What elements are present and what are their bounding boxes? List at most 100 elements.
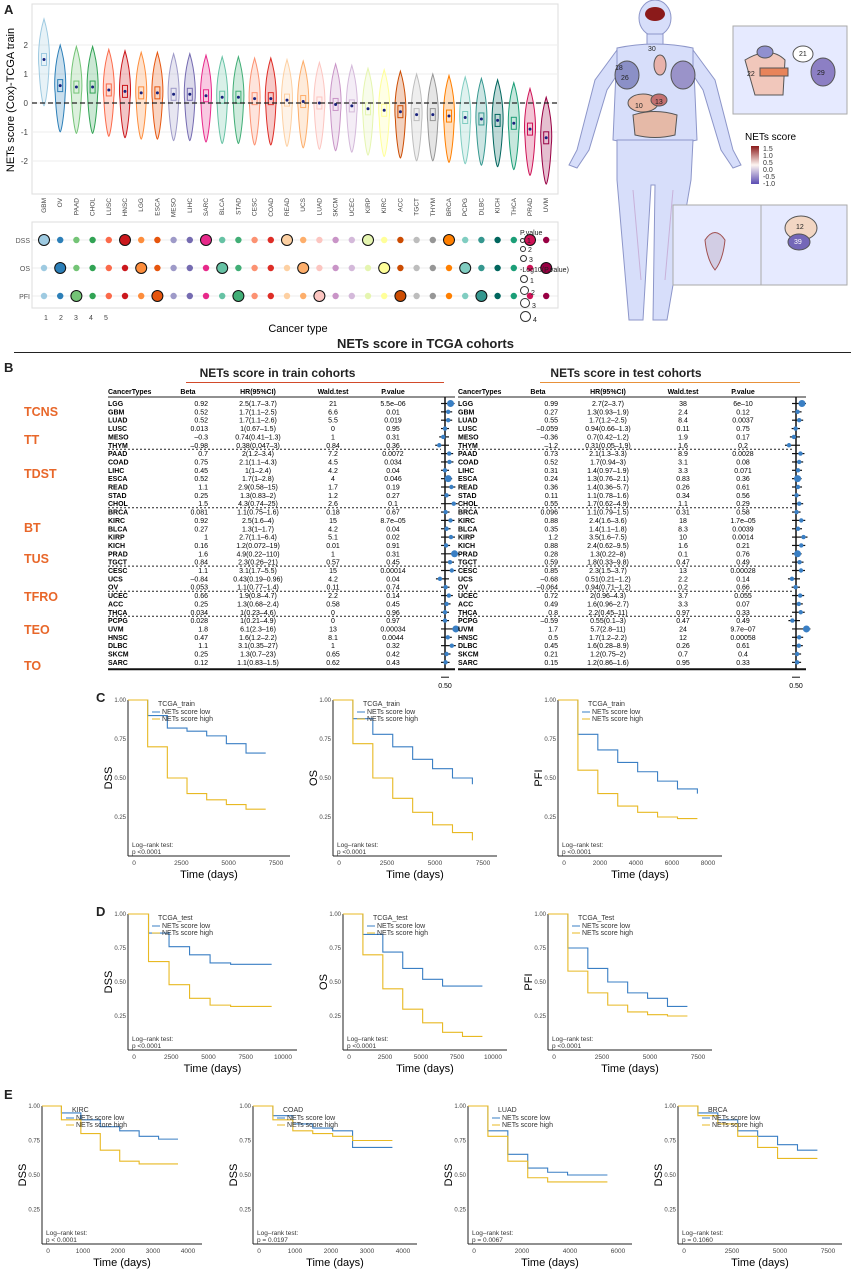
table-cell: 0.36 (544, 485, 558, 492)
category-label: TUS (24, 552, 49, 566)
km-test-label: Log–rank test: (132, 842, 173, 849)
km-x-tick: 10000 (484, 1054, 502, 1061)
table-cell: 1.1 (198, 485, 208, 492)
km-y-tick: 0.50 (329, 980, 341, 986)
table-cell: 0.47 (194, 635, 208, 642)
km-x-tick: 0 (46, 1248, 50, 1255)
dot-paad-pfi (70, 290, 83, 302)
dot-uvm-pfi (543, 292, 550, 300)
table-cell: 4.9(0.22–110) (236, 551, 279, 558)
dot-kirp-pfi (364, 292, 372, 300)
x-tick-label: LIHC (187, 198, 194, 213)
km-y-tick: 1.00 (239, 1104, 251, 1110)
median-dot-lgg (139, 91, 143, 95)
violin-paad (70, 44, 83, 134)
x-tick-label: KIRP (365, 198, 372, 213)
violin-coad (264, 56, 277, 146)
x-tick-label: BRCA (446, 197, 453, 216)
km-curve-low (558, 699, 698, 794)
table-cell: 1(0.21–4.9) (240, 618, 276, 625)
dot-coad-pfi (267, 292, 274, 300)
x-tick-label: PAAD (73, 198, 80, 216)
x-tick-label: UCS (300, 197, 307, 211)
km-x-label: Time (days) (386, 869, 444, 881)
body-number: 26 (621, 75, 629, 82)
table-cell: 1.6(1.2–2.2) (239, 635, 277, 642)
y-tick-label: -1 (21, 128, 29, 137)
table-cell: 3.3 (678, 468, 688, 475)
km-y-tick: 0.75 (329, 946, 341, 952)
forest-point (444, 601, 449, 607)
x-tick-label: LUAD (316, 198, 323, 216)
median-dot-coad (269, 97, 273, 101)
forest-point (446, 451, 452, 456)
x-tick-label: KICH (495, 198, 502, 214)
table-cell: 7.2 (328, 451, 338, 458)
table-cell: 1.5 (198, 501, 208, 508)
table-cell: ESCA (108, 476, 127, 483)
forest-point (796, 643, 802, 648)
table-cell: 0.66 (736, 585, 750, 592)
forest-point (446, 593, 452, 598)
km-x-tick: 0 (682, 1248, 686, 1255)
forest-point (786, 443, 792, 448)
dot-kirc-os (378, 262, 391, 274)
km-cohort-label: BRCA (708, 1107, 728, 1114)
table-cell: 6.1(2.3–16) (240, 626, 276, 633)
table-cell: 0.56 (736, 493, 750, 500)
table-cell: MESO (458, 434, 479, 441)
table-cell: 5.7(2.8–11) (590, 626, 625, 633)
dot-acc-pfi (394, 290, 407, 302)
km-x-tick: 5000 (643, 1054, 658, 1061)
median-dot-thca (512, 121, 516, 125)
table-cell: 2.9(0.58–15) (238, 485, 278, 492)
dot-blca-pfi (219, 292, 226, 300)
forest-point (796, 601, 802, 607)
dot-ov-dss (57, 236, 64, 244)
forest-point (795, 409, 800, 415)
x-tick-label: HNSC (122, 198, 129, 217)
dot-lusc-os (105, 264, 113, 272)
median-dot-kirc (382, 108, 386, 112)
km-pvalue: p <0.0001 (347, 1043, 376, 1050)
table-cell: 0.92 (194, 518, 208, 525)
forest-point (794, 550, 802, 558)
forest-point (798, 610, 803, 615)
violin-cesc (248, 56, 261, 146)
km-cohort-label: KIRC (72, 1107, 89, 1114)
dot-ov-pfi (57, 292, 64, 300)
dot-skcm-os (332, 264, 339, 272)
km-x-label: Time (days) (601, 1063, 659, 1075)
table-cell: SARC (458, 660, 478, 667)
table-cell: 4 (331, 476, 335, 483)
table-cell: 1(0.67–1.5) (240, 426, 276, 433)
km-pvalue: p < 0.0001 (46, 1237, 77, 1244)
km-plot-e2: 1.00 0.75 0.50 0.25 0 1000 2000 3000 4000 DSS Time… (228, 1104, 417, 1269)
km-plot-d3: 1.00 0.75 0.50 0.25 0 2500 5000 7500 PFI Time (da… (523, 912, 712, 1075)
body-number: 39 (794, 239, 802, 246)
x-tick-label: SKCM (333, 198, 340, 217)
km-y-tick: 0.50 (454, 1173, 466, 1179)
table-cell: 1.7(1.2–2.2) (589, 635, 627, 642)
dot-lusc-dss (105, 236, 113, 244)
table-cell: 2.5(1.6–4) (242, 518, 274, 525)
table-cell: 1.6 (678, 543, 688, 550)
table-cell: 0.1 (678, 551, 688, 558)
table-cell: 0.053 (190, 585, 208, 592)
km-y-tick: 0.25 (28, 1208, 40, 1214)
table-cell: 0.59 (544, 560, 558, 567)
table-cell: 0.99 (544, 401, 558, 408)
forest-point (442, 618, 448, 623)
table-cell: 1.3(0.22–8) (590, 551, 626, 558)
median-dot-acc (398, 110, 402, 114)
dot-hnsc-pfi (121, 292, 129, 300)
km-x-tick: 6000 (665, 860, 680, 867)
table-cell: DLBC (108, 643, 127, 650)
table-cell: 1.1(0.78–1.6) (587, 493, 629, 500)
heat-legend-title: NETs score (745, 132, 797, 143)
km-legend-high: NETs score high (712, 1122, 763, 1129)
boxplot-tgct (413, 108, 420, 122)
km-pvalue: p = 0.0197 (257, 1237, 288, 1244)
table-cell: 0.72 (544, 593, 558, 600)
dot-kich-dss (494, 236, 501, 244)
